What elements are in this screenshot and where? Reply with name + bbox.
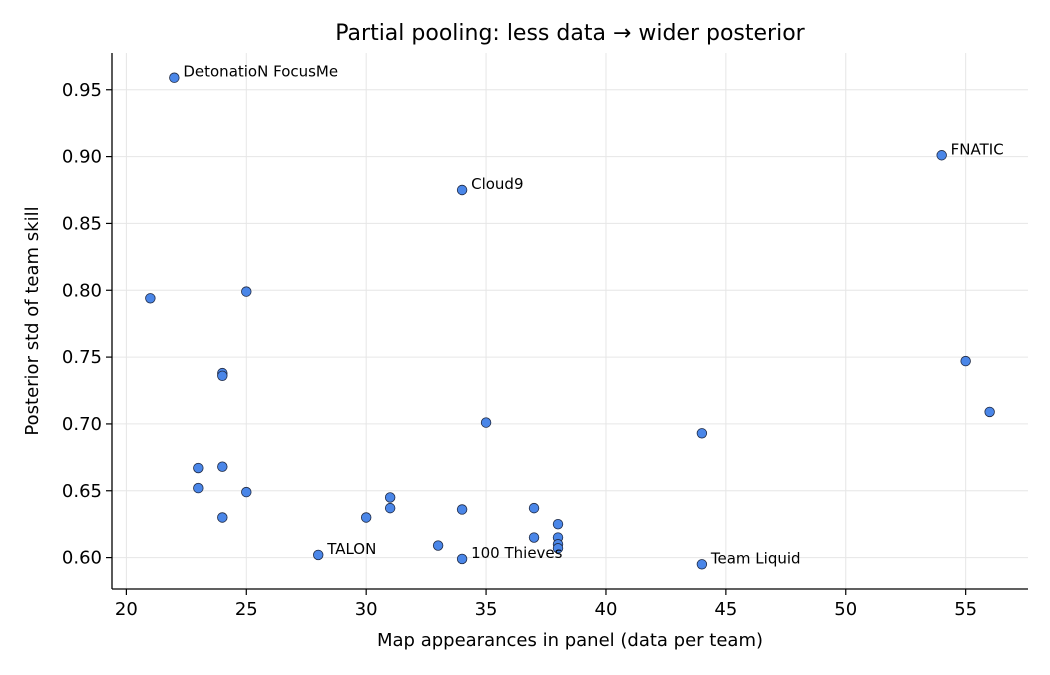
data-point — [552, 518, 564, 530]
data-point — [936, 150, 947, 161]
y-tick-label: 0.75 — [62, 347, 102, 368]
data-point — [984, 406, 995, 418]
y-tick-label: 0.90 — [62, 147, 102, 168]
data-point — [360, 512, 372, 523]
ticks-layer: 20 25 30 35 40 45 50 55 0.60 0.65 0.70 0.75 0.80 0.85… — [62, 80, 977, 620]
x-tick-label: 50 — [834, 599, 857, 620]
data-point — [552, 543, 564, 554]
y-tick-label: 0.70 — [62, 414, 102, 435]
x-tick-label: 35 — [475, 599, 498, 620]
data-point — [217, 461, 228, 472]
data-point — [696, 428, 708, 439]
x-tick-label: 25 — [235, 599, 258, 620]
data-point — [384, 492, 396, 503]
y-axis-label: Posterior std of team skill — [22, 206, 43, 435]
data-point — [169, 72, 180, 83]
grid-layer — [112, 53, 1028, 589]
x-axis-label: Map appearances in panel (data per team) — [377, 630, 763, 651]
data-point — [217, 512, 228, 523]
point-label: FNATIC — [951, 140, 1004, 158]
x-tick-label: 20 — [115, 599, 138, 620]
data-point — [241, 486, 252, 498]
data-point — [528, 532, 540, 543]
data-point — [432, 540, 444, 551]
data-point — [456, 184, 468, 196]
data-point — [480, 417, 492, 428]
point-label: TALON — [326, 540, 376, 558]
points-layer — [145, 72, 995, 570]
axes-layer — [111, 53, 1028, 590]
data-point — [217, 370, 228, 382]
data-point — [384, 502, 396, 514]
data-point — [313, 549, 324, 561]
x-tick-label: 30 — [355, 599, 378, 620]
data-point — [960, 355, 971, 367]
x-tick-label: 40 — [595, 599, 618, 620]
point-label: Team Liquid — [710, 549, 801, 567]
data-point — [193, 482, 204, 494]
data-point — [193, 462, 204, 474]
point-labels-layer: DetonatioN FocusMe FNATIC Cloud9 TALON 100 T… — [183, 63, 1003, 568]
point-label: DetonatioN FocusMe — [183, 63, 338, 81]
data-point — [528, 502, 540, 514]
y-tick-label: 0.95 — [62, 80, 102, 101]
point-label: 100 Thieves — [471, 544, 563, 562]
data-point — [456, 504, 468, 515]
y-tick-label: 0.85 — [62, 213, 102, 234]
point-label: Cloud9 — [471, 175, 523, 193]
data-point — [241, 286, 252, 297]
data-point — [145, 293, 156, 304]
x-tick-label: 45 — [714, 599, 737, 620]
y-tick-label: 0.80 — [62, 280, 102, 301]
data-point — [696, 559, 708, 570]
x-tick-label: 55 — [954, 599, 977, 620]
chart-title: Partial pooling: less data → wider poste… — [335, 21, 805, 46]
y-tick-label: 0.65 — [62, 481, 102, 502]
y-tick-label: 0.60 — [62, 548, 102, 569]
data-point — [456, 553, 468, 565]
